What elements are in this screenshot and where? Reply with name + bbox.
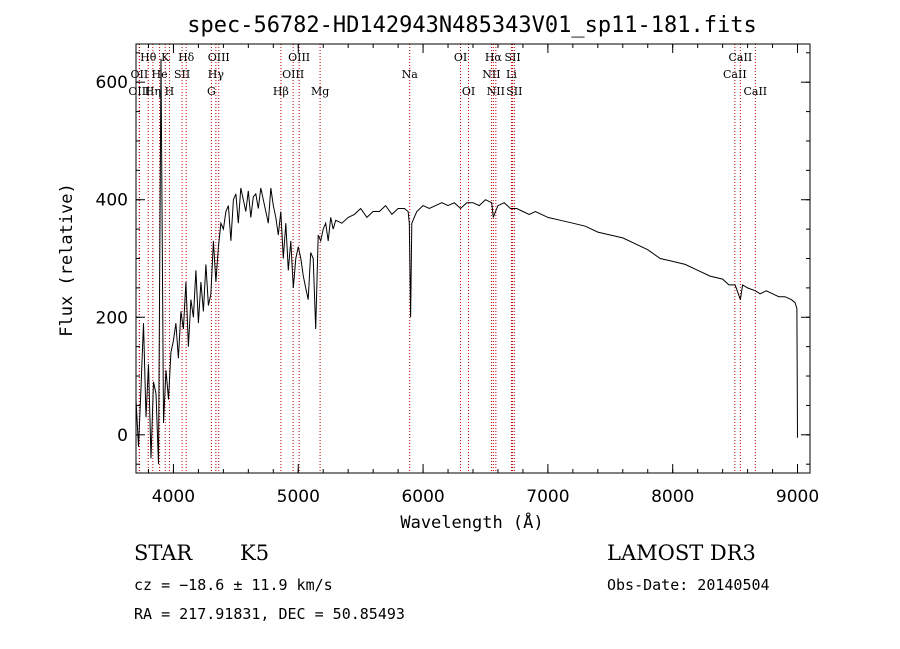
x-tick-label: 4000: [152, 487, 195, 507]
plot-frame: [135, 43, 811, 474]
line-label: OIII: [128, 85, 150, 98]
x-tick-label: 6000: [401, 487, 444, 507]
y-tick-label: 200: [96, 308, 128, 328]
line-label: OI: [462, 85, 475, 98]
line-label: K: [161, 51, 170, 64]
line-label: CaII: [729, 51, 753, 64]
line-label: Hα: [485, 51, 503, 64]
y-axis-ticks: 0 200 400 600: [96, 52, 810, 465]
line-label: OIII: [208, 51, 230, 64]
coordinates-info: RA = 217.91831, DEC = 50.85493: [134, 605, 405, 623]
x-axis-ticks: 4000 5000 6000 7000 8000 9000: [147, 44, 819, 507]
line-label: H: [165, 85, 175, 98]
line-label: SII: [504, 51, 520, 64]
line-label: OII: [131, 68, 149, 81]
line-label: Hγ: [208, 68, 225, 81]
line-label: SII: [174, 68, 190, 81]
line-label: He: [152, 68, 168, 81]
x-tick-label: 8000: [651, 487, 694, 507]
line-label: OI: [454, 51, 467, 64]
y-tick-label: 0: [117, 426, 128, 446]
line-label: Hδ: [178, 51, 195, 64]
line-label: Li: [506, 68, 517, 81]
line-label: NII: [482, 68, 500, 81]
y-tick-label: 400: [96, 191, 128, 211]
line-label: Mg: [311, 85, 329, 98]
survey-name: LAMOST DR3: [607, 541, 756, 565]
line-label: Na: [402, 68, 419, 81]
line-label: Hθ: [140, 51, 157, 64]
y-axis-label: Flux (relative): [57, 183, 77, 337]
line-label: NII: [487, 85, 505, 98]
observation-date: Obs-Date: 20140504: [607, 576, 770, 594]
line-label: Hβ: [273, 85, 289, 98]
line-label: OIII: [288, 51, 310, 64]
line-label: G: [207, 85, 216, 98]
line-label: Hη: [145, 85, 161, 98]
line-label: SII: [506, 85, 522, 98]
line-label: OIII: [282, 68, 304, 81]
object-subclass: K5: [240, 541, 269, 565]
spectral-line-labels: HθOIIOIIIHηHeKHSIIHδGOIIIHγHβOIIIOIIIMgN…: [128, 51, 767, 98]
x-axis-label: Wavelength (Å): [400, 511, 543, 533]
line-label: CaII: [743, 85, 767, 98]
chart-title: spec-56782-HD142943N485343V01_sp11-181.f…: [187, 13, 757, 38]
spectrum-line: [135, 58, 798, 465]
x-tick-label: 9000: [776, 487, 819, 507]
x-tick-label: 5000: [277, 487, 320, 507]
x-tick-label: 7000: [526, 487, 569, 507]
line-label: CaII: [723, 68, 747, 81]
object-class: STAR: [134, 541, 193, 565]
y-tick-label: 600: [96, 73, 128, 93]
spectral-line-markers: [138, 44, 756, 473]
redshift-info: cz = −18.6 ± 11.9 km/s: [134, 576, 333, 594]
